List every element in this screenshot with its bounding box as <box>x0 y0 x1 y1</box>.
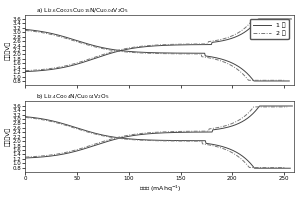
Text: a) Li$_{2.6}$Co$_{0.25}$Cu$_{0.15}$N/Cu$_{0.04}$V$_2$O$_5$: a) Li$_{2.6}$Co$_{0.25}$Cu$_{0.15}$N/Cu$… <box>36 6 129 15</box>
Legend: 1 周, 2 周: 1 周, 2 周 <box>250 19 289 39</box>
Y-axis label: 电压（V）: 电压（V） <box>6 127 11 146</box>
X-axis label: 比容量 (mAhq$^{-1}$): 比容量 (mAhq$^{-1}$) <box>139 184 181 194</box>
Text: b) Li$_{2.4}$Co$_{0.4}$N/Cu$_{0.04}$V$_2$O$_5$: b) Li$_{2.4}$Co$_{0.4}$N/Cu$_{0.04}$V$_2… <box>36 92 110 101</box>
Y-axis label: 电压（V）: 电压（V） <box>6 40 11 60</box>
